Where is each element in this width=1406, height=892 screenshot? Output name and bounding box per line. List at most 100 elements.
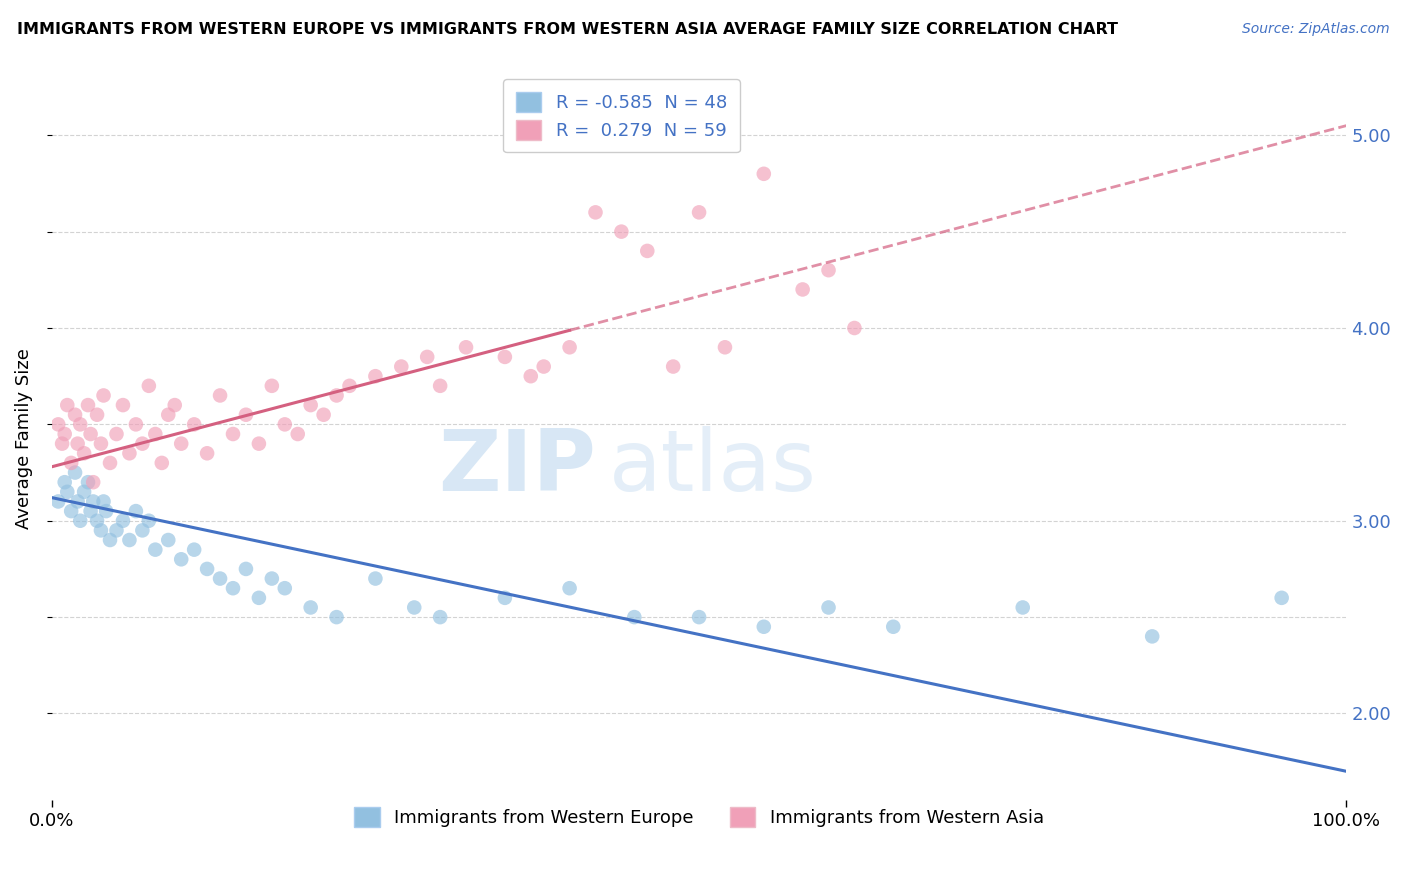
Point xyxy=(143,427,166,442)
Point xyxy=(125,417,148,432)
Point xyxy=(494,591,516,605)
Point xyxy=(86,408,108,422)
Point xyxy=(86,514,108,528)
Text: IMMIGRANTS FROM WESTERN EUROPE VS IMMIGRANTS FROM WESTERN ASIA AVERAGE FAMILY SI: IMMIGRANTS FROM WESTERN EUROPE VS IMMIGR… xyxy=(17,22,1118,37)
Point xyxy=(1271,591,1294,605)
Point xyxy=(195,562,218,576)
Point xyxy=(662,359,685,374)
Point xyxy=(882,620,904,634)
Point xyxy=(63,408,86,422)
Point xyxy=(325,388,347,402)
Point xyxy=(183,542,205,557)
Point xyxy=(429,379,451,393)
Point xyxy=(94,504,117,518)
Point xyxy=(1140,629,1163,643)
Point xyxy=(111,398,134,412)
Point xyxy=(247,436,270,450)
Point xyxy=(98,456,121,470)
Text: atlas: atlas xyxy=(609,426,817,509)
Point xyxy=(817,263,839,277)
Point xyxy=(69,514,91,528)
Point xyxy=(90,524,112,538)
Text: Source: ZipAtlas.com: Source: ZipAtlas.com xyxy=(1241,22,1389,37)
Point xyxy=(170,552,193,566)
Point xyxy=(60,504,83,518)
Point xyxy=(533,359,555,374)
Point xyxy=(63,466,86,480)
Point xyxy=(82,475,104,490)
Point xyxy=(844,321,866,335)
Point xyxy=(585,205,607,219)
Point xyxy=(222,427,245,442)
Point xyxy=(429,610,451,624)
Point xyxy=(56,484,79,499)
Point xyxy=(66,436,89,450)
Point xyxy=(46,494,69,508)
Point xyxy=(520,369,543,384)
Point xyxy=(209,388,232,402)
Point xyxy=(105,524,128,538)
Point xyxy=(209,572,232,586)
Point xyxy=(494,350,516,364)
Point xyxy=(125,504,148,518)
Point xyxy=(558,581,581,595)
Point xyxy=(53,475,76,490)
Point xyxy=(131,524,153,538)
Point xyxy=(364,572,387,586)
Text: ZIP: ZIP xyxy=(437,426,596,509)
Point xyxy=(93,388,115,402)
Point xyxy=(56,398,79,412)
Point xyxy=(79,427,101,442)
Point xyxy=(195,446,218,460)
Point xyxy=(312,408,335,422)
Point xyxy=(389,359,412,374)
Point xyxy=(260,379,283,393)
Point xyxy=(60,456,83,470)
Point xyxy=(752,167,775,181)
Point xyxy=(454,340,477,354)
Point xyxy=(404,600,426,615)
Point xyxy=(235,562,257,576)
Point xyxy=(131,436,153,450)
Point xyxy=(1011,600,1033,615)
Point xyxy=(260,572,283,586)
Point xyxy=(138,514,160,528)
Point xyxy=(274,581,297,595)
Point xyxy=(623,610,645,624)
Point xyxy=(688,205,710,219)
Point xyxy=(53,427,76,442)
Point xyxy=(610,225,633,239)
Point xyxy=(69,417,91,432)
Point xyxy=(247,591,270,605)
Point xyxy=(73,484,96,499)
Y-axis label: Average Family Size: Average Family Size xyxy=(15,349,32,529)
Point xyxy=(150,456,173,470)
Point xyxy=(558,340,581,354)
Point xyxy=(183,417,205,432)
Point xyxy=(118,446,141,460)
Point xyxy=(157,408,180,422)
Point xyxy=(73,446,96,460)
Point xyxy=(157,533,180,547)
Point xyxy=(636,244,658,258)
Point xyxy=(143,542,166,557)
Point xyxy=(364,369,387,384)
Point xyxy=(82,494,104,508)
Point xyxy=(79,504,101,518)
Point xyxy=(817,600,839,615)
Point xyxy=(235,408,257,422)
Point xyxy=(274,417,297,432)
Point xyxy=(98,533,121,547)
Point xyxy=(339,379,361,393)
Point xyxy=(688,610,710,624)
Point xyxy=(714,340,737,354)
Point xyxy=(77,398,100,412)
Point xyxy=(325,610,347,624)
Point xyxy=(51,436,73,450)
Point xyxy=(118,533,141,547)
Point xyxy=(792,283,814,297)
Point xyxy=(163,398,186,412)
Point xyxy=(46,417,69,432)
Point xyxy=(66,494,89,508)
Point xyxy=(222,581,245,595)
